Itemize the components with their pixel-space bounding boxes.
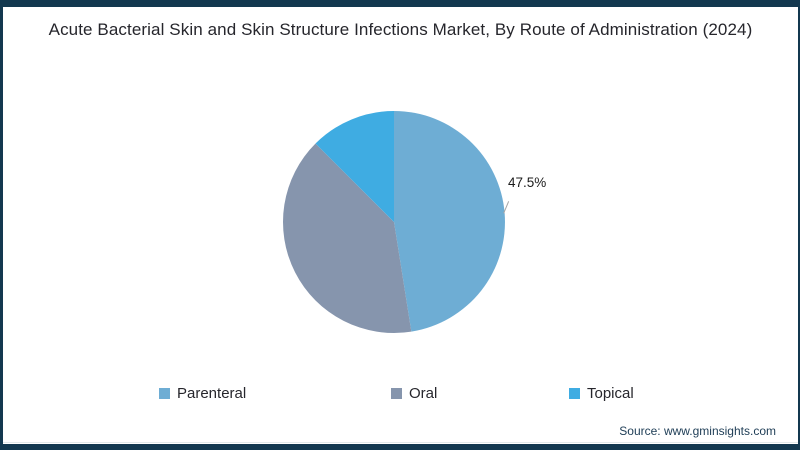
- legend-swatch-topical: [569, 388, 580, 399]
- pie-slice-parenteral: [394, 111, 505, 332]
- legend-item-oral: Oral: [391, 385, 437, 402]
- pie-slice-oral: [283, 143, 412, 333]
- legend-swatch-parenteral: [159, 388, 170, 399]
- legend-label: Oral: [409, 385, 438, 402]
- legend-item-parenteral: Parenteral: [159, 385, 246, 402]
- chart-area: Acute Bacterial Skin and Skin Structure …: [3, 7, 798, 444]
- source-text: Source: www.gminsights.com: [619, 424, 776, 438]
- pie-data-label: 47.5%: [508, 175, 547, 190]
- legend: Parenteral Oral Topical: [3, 7, 798, 444]
- pie-slice-topical: [315, 111, 394, 222]
- legend-label: Parenteral: [177, 385, 247, 402]
- label-leader-line: [503, 201, 510, 214]
- pie-chart: [283, 111, 510, 333]
- legend-label: Topical: [587, 385, 634, 402]
- legend-item-topical: Topical: [569, 385, 634, 402]
- legend-swatch-oral: [391, 388, 402, 399]
- divider-line: [3, 442, 798, 443]
- chart-title: Acute Bacterial Skin and Skin Structure …: [48, 20, 753, 39]
